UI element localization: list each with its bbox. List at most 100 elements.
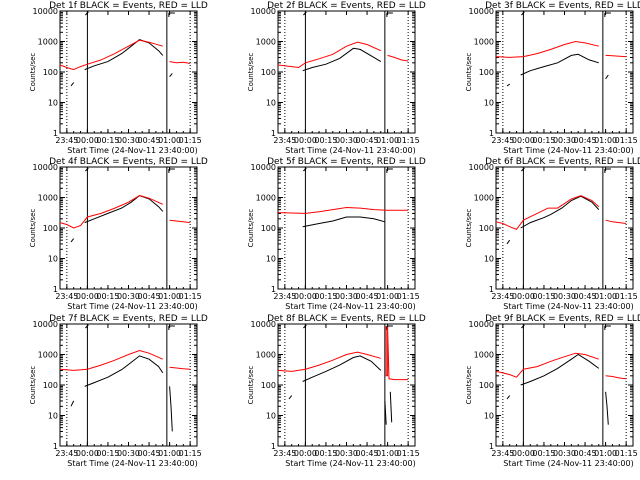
x-axis-label: Start Time (24-Nov-11 23:40:00) [285, 146, 415, 155]
y-tick-label: 10 [484, 255, 494, 264]
chart-panel: Det 9f BLACK = Events, RED = LLD23:4500:… [465, 314, 640, 468]
x-tick-label: 00:15 [96, 136, 119, 145]
x-tick-label: 01:00 [594, 136, 617, 145]
series-line-red [605, 54, 627, 58]
y-tick-label: 1000 [256, 351, 276, 360]
marker-flag [521, 324, 525, 329]
marker-flag [168, 325, 175, 330]
y-tick-label: 10 [48, 255, 58, 264]
y-axis-label: Counts/sec [29, 366, 37, 405]
series-line-black [302, 355, 382, 382]
series-line-red [495, 40, 599, 58]
y-tick-label: 1 [489, 129, 494, 138]
x-tick-label: 01:00 [376, 449, 399, 458]
marker-flag [85, 11, 89, 16]
x-tick-label: 01:00 [376, 292, 399, 301]
x-tick-label: 01:15 [397, 136, 420, 145]
marker-flag [85, 167, 89, 172]
chart-panel: Det 3f BLACK = Events, RED = LLD23:4500:… [465, 1, 640, 155]
series-line-red [59, 349, 164, 371]
y-tick-label: 1000 [256, 194, 276, 203]
series-line-red [384, 326, 409, 381]
x-tick-label: 01:15 [179, 292, 202, 301]
y-tick-label: 10000 [469, 163, 494, 172]
marker-flag [521, 11, 525, 16]
y-tick-label: 10000 [251, 163, 276, 172]
x-axis-label: Start Time (24-Nov-11 23:40:00) [285, 302, 415, 311]
series-line-red [59, 39, 163, 71]
plot-frame [277, 323, 416, 447]
y-tick-label: 100 [43, 68, 58, 77]
y-tick-label: 1000 [256, 38, 276, 47]
y-tick-label: 10000 [33, 7, 58, 16]
series-line-black [169, 73, 173, 78]
series-line-black [70, 400, 75, 407]
series-line-black [84, 39, 164, 71]
y-tick-label: 10000 [33, 320, 58, 329]
x-tick-label: 00:00 [294, 292, 317, 301]
series-line-black [302, 47, 382, 72]
x-axis-label: Start Time (24-Nov-11 23:40:00) [67, 459, 197, 468]
marker-flag [604, 168, 611, 173]
y-axis-label: Counts/sec [247, 209, 255, 248]
y-tick-label: 100 [261, 381, 276, 390]
y-axis-label: Counts/sec [465, 53, 473, 92]
x-tick-label: 01:15 [397, 292, 420, 301]
series-line-red [387, 54, 409, 62]
x-tick-label: 00:00 [76, 136, 99, 145]
y-tick-label: 1 [489, 442, 494, 451]
chart-title: Det 8f BLACK = Events, RED = LLD [267, 314, 426, 324]
x-axis-label: Start Time (24-Nov-11 23:40:00) [503, 459, 633, 468]
y-axis-label: Counts/sec [465, 366, 473, 405]
y-tick-label: 100 [479, 224, 494, 233]
series-line-black [605, 391, 609, 425]
x-tick-label: 23:45 [273, 136, 296, 145]
y-tick-label: 1000 [474, 351, 494, 360]
x-tick-label: 00:15 [314, 136, 337, 145]
y-tick-label: 10 [266, 255, 276, 264]
y-tick-label: 10 [484, 99, 494, 108]
series-line-black [506, 239, 511, 245]
chart-panel: Det 7f BLACK = Events, RED = LLD23:4500:… [29, 314, 208, 468]
y-tick-label: 10000 [469, 7, 494, 16]
chart-title: Det 9f BLACK = Events, RED = LLD [485, 314, 640, 324]
y-tick-label: 100 [261, 224, 276, 233]
x-tick-label: 01:15 [615, 136, 638, 145]
series-line-black [506, 83, 510, 87]
y-tick-label: 10 [266, 412, 276, 421]
x-tick-label: 00:00 [294, 449, 317, 458]
x-tick-label: 01:15 [179, 449, 202, 458]
y-axis-label: Counts/sec [247, 366, 255, 405]
series-line-red [169, 366, 191, 370]
series-line-red [495, 352, 599, 378]
y-tick-label: 10 [48, 412, 58, 421]
chart-panel: Det 1f BLACK = Events, RED = LLD23:4500:… [29, 1, 208, 155]
marker-flag [386, 325, 393, 330]
y-tick-label: 100 [43, 224, 58, 233]
x-tick-label: 01:15 [397, 449, 420, 458]
y-tick-label: 1000 [474, 38, 494, 47]
chart-title: Det 2f BLACK = Events, RED = LLD [267, 1, 426, 11]
x-tick-label: 00:30 [117, 292, 140, 301]
x-tick-label: 00:45 [574, 136, 597, 145]
x-tick-label: 00:30 [335, 136, 358, 145]
x-tick-label: 01:15 [179, 136, 202, 145]
y-tick-label: 1 [53, 285, 58, 294]
plot-frame [277, 166, 416, 290]
x-tick-label: 00:45 [356, 449, 379, 458]
y-tick-label: 1 [271, 129, 276, 138]
series-line-black [389, 391, 393, 423]
y-tick-label: 1 [271, 442, 276, 451]
y-axis-label: Counts/sec [465, 209, 473, 248]
x-tick-label: 23:45 [55, 136, 78, 145]
y-axis-label: Counts/sec [29, 209, 37, 248]
x-tick-label: 00:30 [553, 136, 576, 145]
plot-frame [277, 10, 416, 134]
x-tick-label: 00:45 [138, 449, 161, 458]
x-tick-label: 00:00 [76, 449, 99, 458]
plot-frame [59, 10, 198, 134]
x-tick-label: 00:45 [138, 136, 161, 145]
series-line-black [605, 74, 609, 80]
x-tick-label: 00:45 [356, 136, 379, 145]
series-line-black [520, 195, 600, 229]
